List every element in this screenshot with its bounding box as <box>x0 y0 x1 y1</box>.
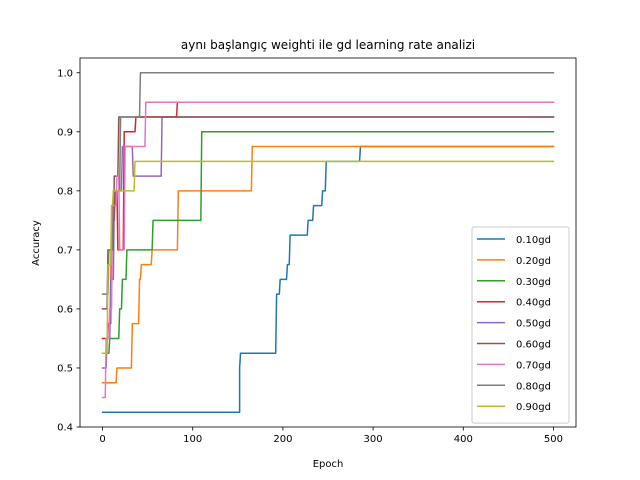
plot-frame <box>79 57 577 428</box>
y-tick-label: 0.5 <box>57 363 73 374</box>
x-tick-label: 300 <box>364 434 383 445</box>
axes-layer: 0 100 200 300 400 500 0.4 0.5 0.6 0.7 0.8 0.9 1.0 <box>57 57 577 445</box>
x-tick-label: 500 <box>544 434 563 445</box>
legend: 0.10gd 0.20gd 0.30gd 0.40gd 0.50gd 0.60gd 0.70… <box>471 226 570 424</box>
y-tick-label: 0.9 <box>57 127 73 138</box>
series-line-1 <box>101 145 555 384</box>
series-line-0 <box>101 145 555 413</box>
legend-label-5: 0.60gd <box>516 340 551 351</box>
legend-label-3: 0.40gd <box>516 298 551 309</box>
series-line-2 <box>101 131 555 354</box>
x-tick-label: 100 <box>183 434 202 445</box>
y-tick-label: 0.4 <box>57 423 73 434</box>
legend-label-1: 0.20gd <box>516 256 551 267</box>
y-tick-label: 0.7 <box>57 245 73 256</box>
legend-label-4: 0.50gd <box>516 319 551 330</box>
x-tick-label: 400 <box>454 434 473 445</box>
x-tick-label: 0 <box>99 434 105 445</box>
x-axis-title: Epoch <box>313 459 344 470</box>
y-tick-label: 0.8 <box>57 186 73 197</box>
legend-label-2: 0.30gd <box>516 277 551 288</box>
y-tick-label: 1.0 <box>57 68 73 79</box>
legend-label-6: 0.70gd <box>516 360 551 371</box>
legend-label-7: 0.80gd <box>516 381 551 392</box>
series-layer <box>101 72 555 413</box>
y-axis-title: Accuracy <box>31 220 42 266</box>
x-tick-label: 200 <box>273 434 292 445</box>
y-tick-label: 0.6 <box>57 304 73 315</box>
legend-label-8: 0.90gd <box>516 402 551 413</box>
legend-label-0: 0.10gd <box>516 235 551 246</box>
series-line-8 <box>101 160 555 354</box>
chart-title: aynı başlangıç weighti ile gd learning r… <box>181 38 475 52</box>
legend-box <box>471 226 570 424</box>
